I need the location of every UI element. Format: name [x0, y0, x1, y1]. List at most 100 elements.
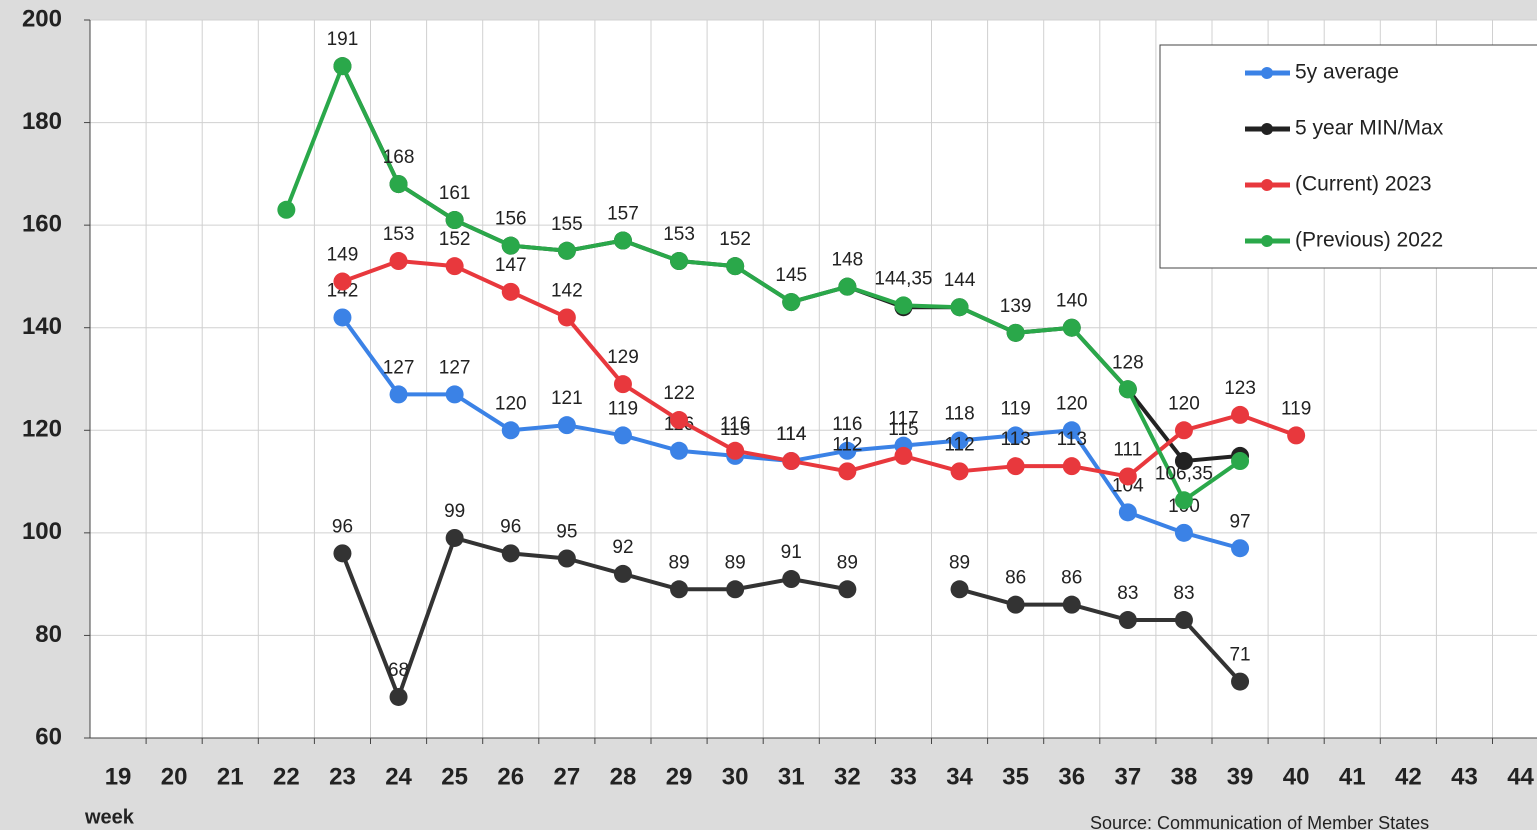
data-label: 153 [383, 224, 415, 245]
data-label: 149 [327, 245, 359, 266]
data-point [838, 462, 857, 481]
x-tick-label: 41 [1339, 763, 1366, 790]
x-tick-label: 38 [1171, 763, 1198, 790]
data-point [1174, 611, 1193, 630]
data-point [333, 308, 352, 327]
data-point [613, 231, 632, 250]
data-label: 121 [551, 388, 583, 409]
data-label: 111 [1113, 439, 1142, 460]
data-label: 168 [383, 147, 415, 168]
data-label: 113 [1001, 429, 1031, 450]
y-tick-label: 100 [22, 518, 62, 545]
data-point [333, 544, 352, 563]
legend-marker [1261, 179, 1273, 191]
data-point [333, 272, 352, 291]
y-tick-label: 120 [22, 416, 62, 443]
x-tick-label: 24 [385, 763, 412, 790]
data-label: 153 [663, 224, 695, 245]
legend-marker [1261, 235, 1273, 247]
x-tick-label: 23 [329, 763, 356, 790]
legend-marker [1261, 67, 1273, 79]
x-tick-label: 32 [834, 763, 861, 790]
data-label: 155 [551, 214, 583, 235]
x-tick-label: 31 [778, 763, 805, 790]
x-tick-label: 35 [1002, 763, 1029, 790]
data-point [389, 385, 408, 404]
data-point [670, 411, 689, 430]
y-tick-label: 180 [22, 108, 62, 135]
data-label: 118 [944, 404, 974, 425]
data-point [501, 421, 520, 440]
data-label: 83 [1173, 583, 1194, 604]
y-tick-label: 80 [35, 621, 62, 648]
legend-box [1159, 44, 1537, 269]
series-line [341, 259, 1297, 479]
data-label: 152 [439, 229, 471, 250]
data-point [1174, 523, 1193, 542]
x-tick-label: 40 [1283, 763, 1310, 790]
data-label: 116 [720, 414, 750, 435]
data-point [557, 241, 576, 260]
data-point [1174, 452, 1193, 471]
x-tick-label: 29 [666, 763, 693, 790]
data-point [1174, 491, 1193, 510]
x-tick-label: 43 [1451, 763, 1478, 790]
data-point [782, 570, 801, 589]
data-label: 152 [719, 229, 751, 250]
data-point [501, 544, 520, 563]
data-label: 157 [607, 204, 639, 225]
data-label: 68 [388, 660, 409, 681]
data-label: 129 [607, 347, 639, 368]
data-point [894, 296, 913, 315]
data-point [1231, 405, 1250, 424]
data-point [950, 462, 969, 481]
data-label: 89 [837, 552, 858, 573]
data-point [613, 564, 632, 583]
data-label: 122 [663, 383, 695, 404]
data-point [1118, 467, 1137, 486]
data-label: 148 [831, 250, 863, 271]
data-point [1062, 457, 1081, 476]
data-point [1006, 595, 1025, 614]
data-point [1006, 426, 1025, 445]
data-label: 119 [1001, 398, 1031, 419]
data-label: 123 [1224, 378, 1256, 399]
legend-label: 5 year MIN/Max [1295, 117, 1444, 140]
series-line [284, 64, 1242, 503]
source-note: Source: Communication of Member States [1090, 813, 1429, 830]
data-label: 139 [1000, 296, 1032, 317]
data-label: 127 [383, 357, 415, 378]
data-point [1174, 421, 1193, 440]
data-label: 145 [775, 265, 807, 286]
data-point [389, 175, 408, 194]
data-point [1062, 318, 1081, 337]
series-line [959, 587, 1242, 683]
data-label: 114 [776, 424, 807, 445]
data-label: 156 [495, 209, 527, 230]
x-tick-label: 36 [1058, 763, 1085, 790]
data-point [1062, 595, 1081, 614]
data-point [389, 687, 408, 706]
data-label: 99 [444, 501, 465, 522]
data-label: 96 [332, 516, 353, 537]
data-point [782, 452, 801, 471]
data-label: 120 [1168, 393, 1200, 414]
x-tick-label: 33 [890, 763, 917, 790]
data-label: 142 [551, 280, 583, 301]
x-tick-label: 42 [1395, 763, 1422, 790]
data-point [613, 426, 632, 445]
data-point [445, 211, 464, 230]
legend-label: 5y average [1295, 61, 1399, 84]
data-label: 91 [781, 542, 802, 563]
data-label: 117 [888, 409, 918, 430]
x-tick-label: 34 [946, 763, 973, 790]
data-label: 96 [500, 516, 521, 537]
data-label: 71 [1229, 645, 1250, 666]
data-label: 89 [949, 552, 970, 573]
data-point [1006, 457, 1025, 476]
data-point [670, 441, 689, 460]
data-point [726, 441, 745, 460]
x-tick-label: 30 [722, 763, 749, 790]
data-point [894, 446, 913, 465]
